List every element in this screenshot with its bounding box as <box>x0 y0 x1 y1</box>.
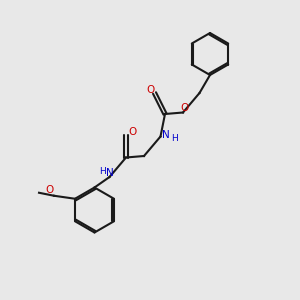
Text: O: O <box>45 185 54 195</box>
Text: H: H <box>99 167 105 176</box>
Text: O: O <box>146 85 154 95</box>
Text: O: O <box>180 103 189 113</box>
Text: N: N <box>162 130 170 140</box>
Text: O: O <box>128 127 136 137</box>
Text: N: N <box>106 167 113 178</box>
Text: H: H <box>171 134 177 142</box>
